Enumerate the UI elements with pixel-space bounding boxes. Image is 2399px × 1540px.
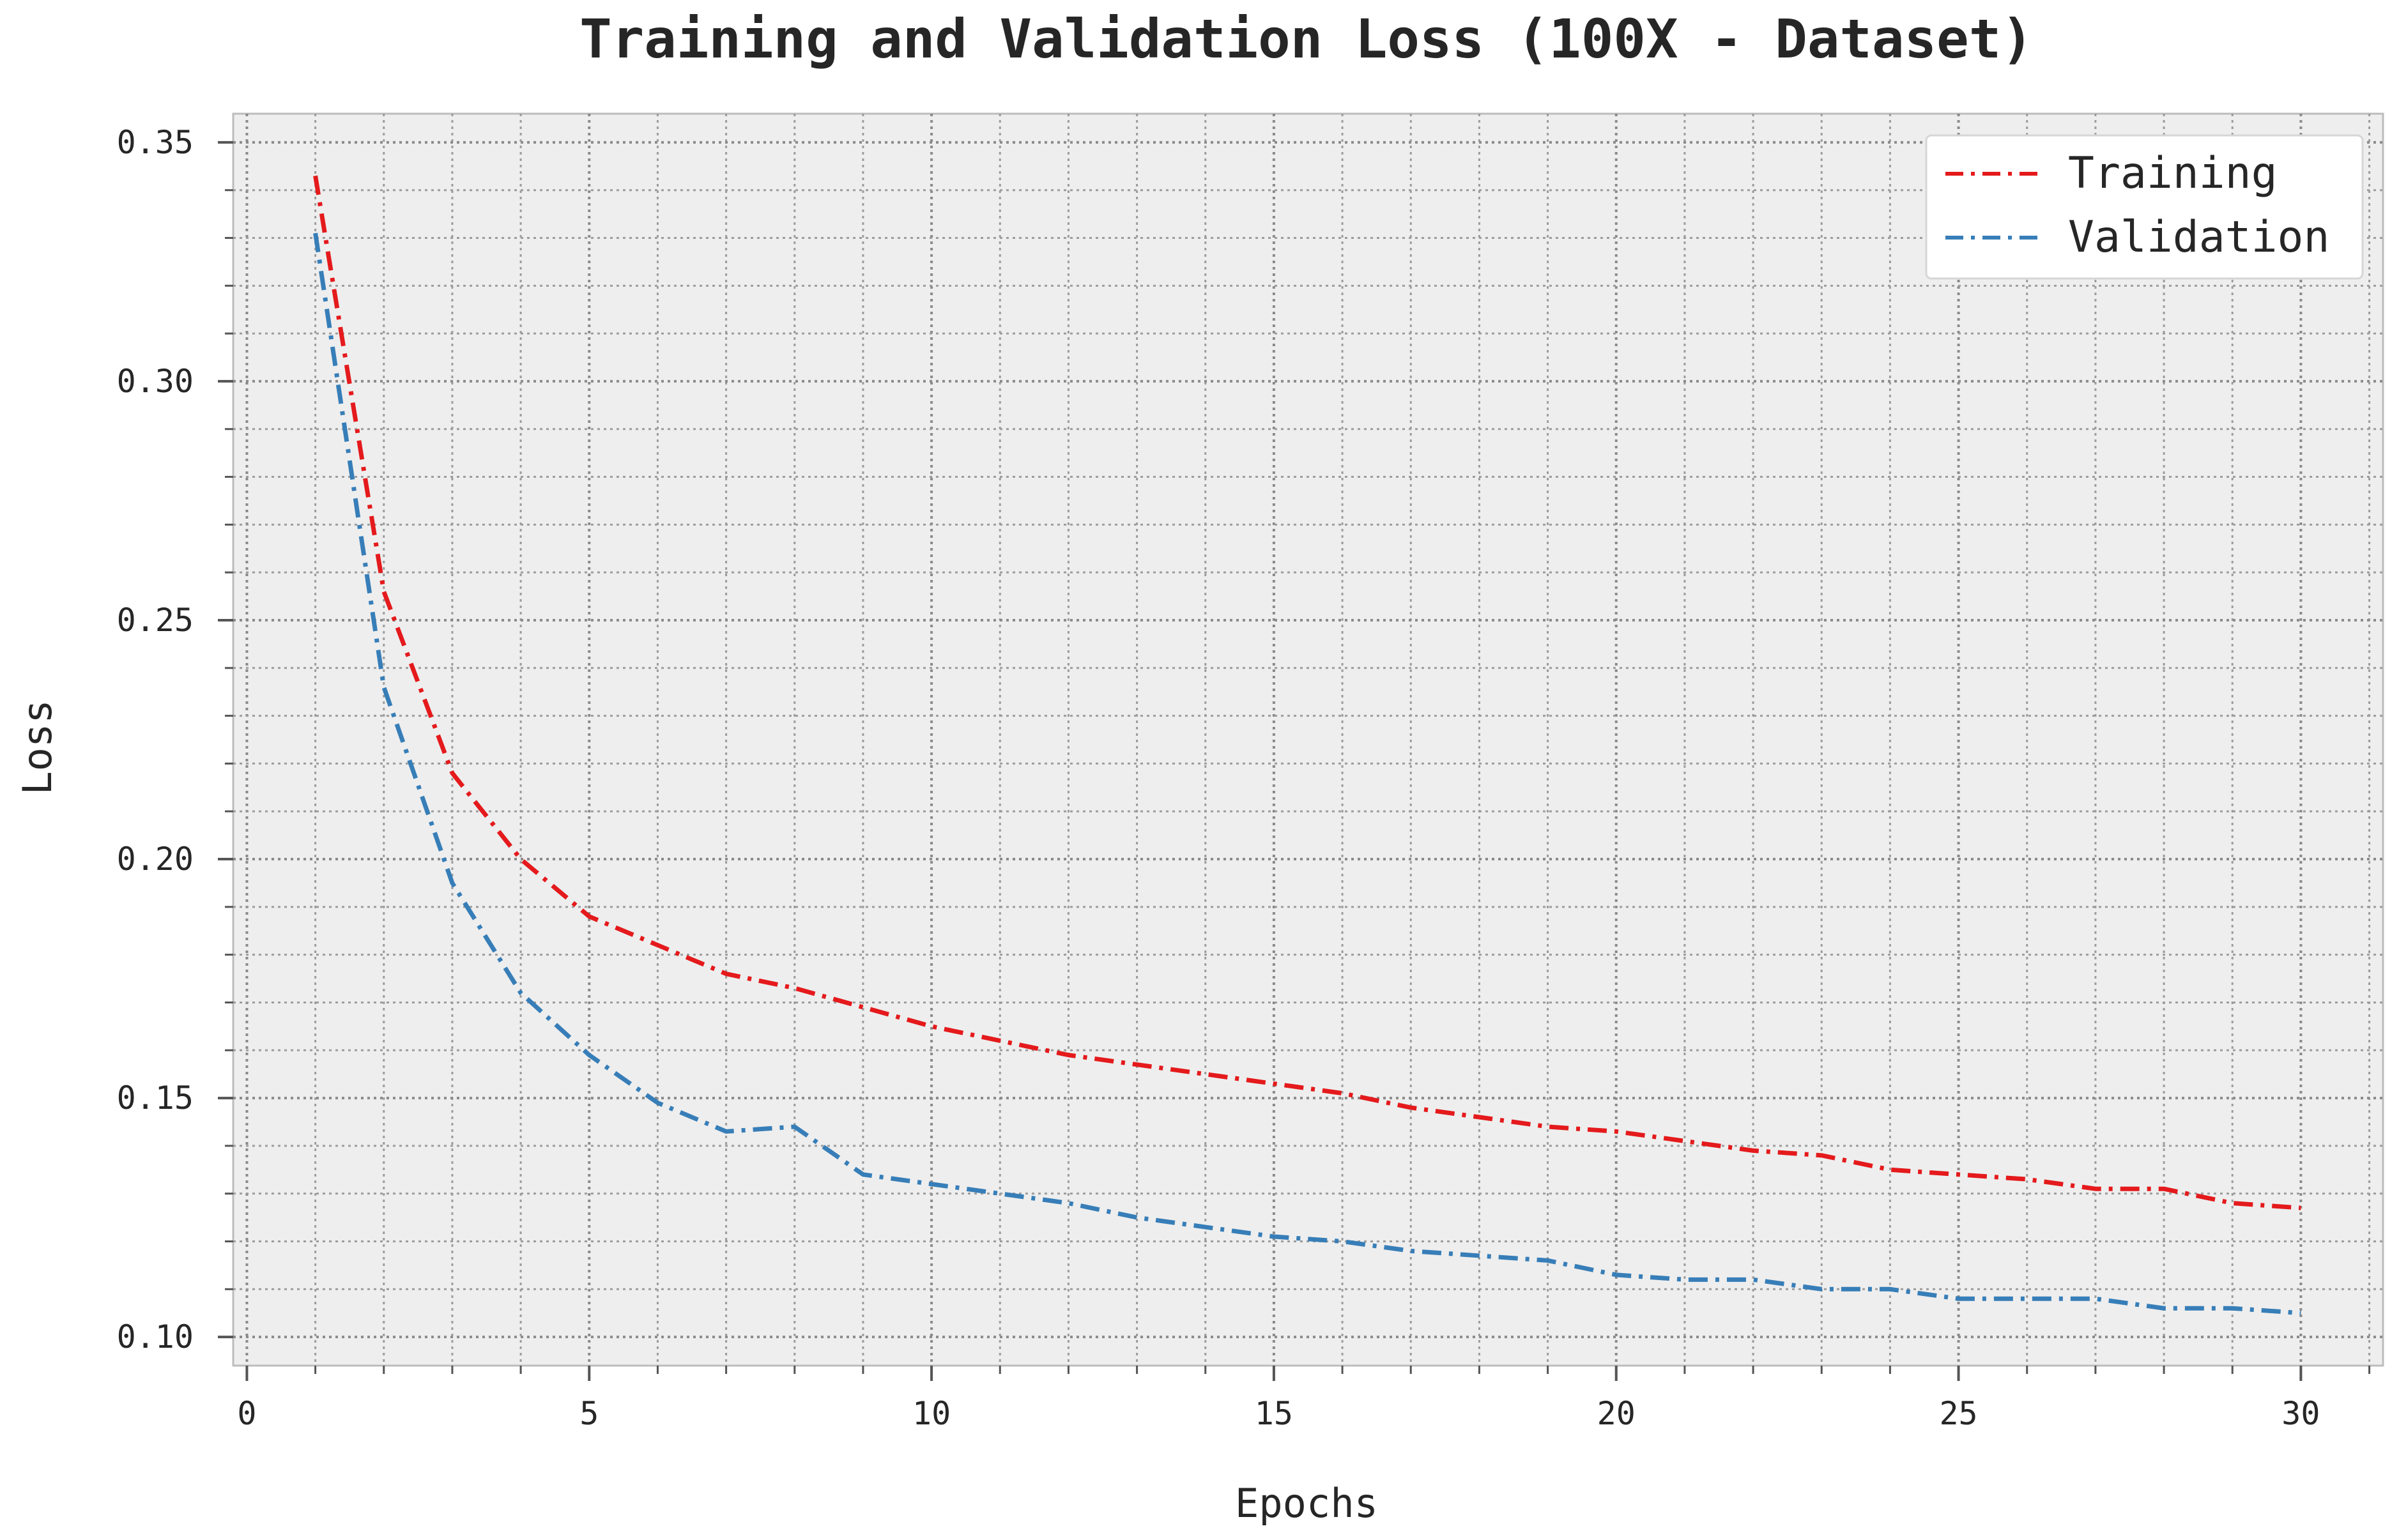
legend-label-validation: Validation	[2068, 212, 2329, 263]
series-lines	[313, 175, 2301, 1316]
y-tick-label: 0.35	[117, 124, 194, 161]
y-tick-label: 0.20	[117, 841, 194, 878]
y-axis-label: Loss	[14, 699, 61, 795]
x-tick-label: 5	[579, 1395, 599, 1432]
plot-area	[232, 112, 2384, 1367]
x-tick-label: 0	[237, 1395, 256, 1432]
legend-label-training: Training	[2068, 148, 2278, 199]
y-tick-label: 0.15	[117, 1079, 194, 1117]
chart-title: Training and Validation Loss (100X - Dat…	[579, 8, 2034, 70]
x-tick-label: 20	[1597, 1395, 1636, 1432]
axis-ticks: 0 5 10 15 20 25 30 0.10 0.15 0.20 0.25 0.30 0.35	[117, 124, 2371, 1432]
x-tick-label: 15	[1255, 1395, 1293, 1432]
y-tick-label: 0.10	[117, 1318, 194, 1355]
y-tick-label: 0.30	[117, 363, 194, 400]
legend: Training Validation	[1925, 134, 2364, 280]
x-tick-label: 30	[2281, 1395, 2320, 1432]
x-tick-label: 25	[1939, 1395, 1977, 1432]
grid-lines	[233, 114, 2383, 1366]
x-tick-label: 10	[912, 1395, 951, 1432]
legend-box	[1925, 134, 2364, 280]
series-line-training	[313, 175, 2301, 1210]
series-line-validation	[313, 233, 2301, 1316]
x-axis-label: Epochs	[1235, 1480, 1378, 1527]
y-tick-label: 0.25	[117, 602, 194, 639]
